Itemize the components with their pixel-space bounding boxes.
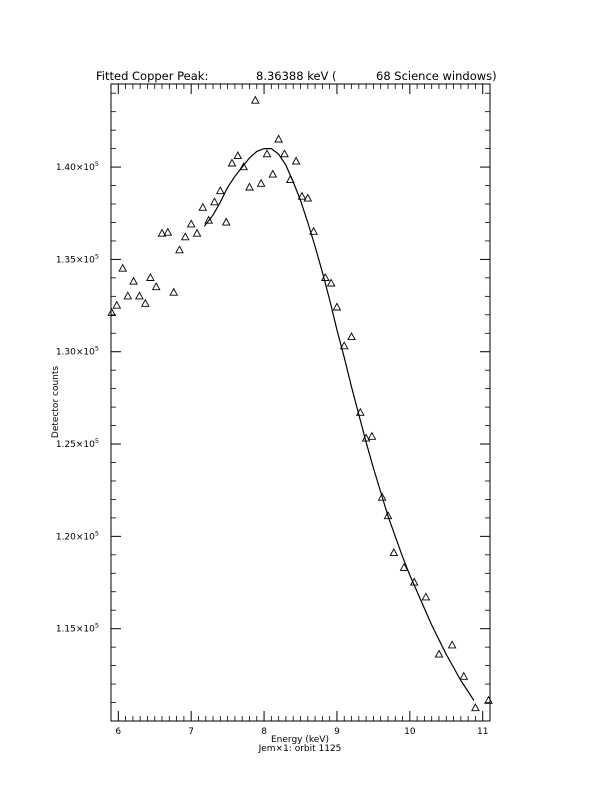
- y-tick-label: 1.40×105: [56, 160, 99, 173]
- data-point: [146, 272, 155, 281]
- x-tick-label: 9: [334, 727, 340, 737]
- data-point: [274, 134, 283, 143]
- data-point: [361, 433, 371, 442]
- data-point: [239, 162, 248, 171]
- data-point: [107, 308, 117, 317]
- data-point: [140, 298, 150, 307]
- data-point: [186, 219, 196, 228]
- x-tick-label: 8: [261, 727, 267, 737]
- data-point: [250, 95, 260, 104]
- fit-curve: [203, 148, 475, 702]
- data-point: [326, 278, 336, 287]
- data-point: [112, 300, 122, 309]
- chart-title-suffix: 68 Science windows): [376, 69, 497, 83]
- y-tick-labels: 1.15×1051.20×1051.25×1051.30×1051.35×105…: [56, 160, 99, 635]
- data-point: [367, 431, 377, 440]
- y-tick-label: 1.15×105: [56, 622, 99, 635]
- data-point: [169, 287, 179, 296]
- data-point: [151, 282, 161, 291]
- y-tick-exponent: 5: [95, 252, 99, 260]
- data-point: [434, 649, 444, 658]
- data-point: [399, 562, 409, 571]
- data-point: [192, 228, 202, 237]
- axis-ticks: [110, 84, 491, 721]
- data-point: [347, 332, 356, 341]
- y-tick-mantissa: 1.25×10: [56, 440, 95, 450]
- x-tick-label: 6: [115, 727, 121, 737]
- data-point: [256, 178, 266, 187]
- data-point: [198, 202, 208, 211]
- data-point: [409, 577, 419, 586]
- y-tick-exponent: 5: [95, 345, 99, 353]
- data-point: [447, 640, 457, 649]
- x-tick-labels: 6 7 8 9 10 11: [115, 727, 488, 737]
- x-tick-label: 11: [477, 727, 488, 737]
- data-point: [227, 158, 237, 167]
- data-point: [280, 149, 289, 158]
- data-points-layer: [107, 95, 493, 712]
- y-tick-label: 1.20×105: [56, 529, 99, 542]
- data-point: [245, 182, 254, 191]
- data-point: [221, 217, 231, 226]
- data-point: [210, 197, 219, 206]
- data-point: [285, 175, 295, 184]
- data-point: [309, 226, 318, 235]
- data-point: [175, 245, 184, 254]
- y-tick-exponent: 5: [95, 437, 99, 445]
- data-point: [332, 302, 342, 311]
- data-point: [355, 407, 365, 416]
- y-tick-mantissa: 1.20×10: [56, 532, 95, 542]
- y-tick-mantissa: 1.40×10: [56, 163, 95, 173]
- data-point: [339, 341, 349, 350]
- data-point: [262, 149, 272, 158]
- chart-subtitle: Jem×1: orbit 1125: [258, 744, 342, 754]
- data-point: [233, 151, 243, 160]
- y-tick-exponent: 5: [95, 622, 99, 630]
- data-point: [204, 215, 214, 224]
- fit-curve-layer: [203, 148, 475, 702]
- y-axis-label: Detector counts: [51, 366, 61, 438]
- data-point: [129, 276, 138, 285]
- data-point: [297, 191, 307, 200]
- data-point: [291, 156, 301, 165]
- data-point: [157, 228, 167, 237]
- data-point: [389, 548, 399, 557]
- data-point: [215, 186, 225, 195]
- y-tick-mantissa: 1.15×10: [56, 625, 95, 635]
- y-tick-mantissa: 1.35×10: [56, 255, 95, 265]
- x-axis-label: Energy (keV): [271, 735, 329, 745]
- data-point: [484, 695, 493, 704]
- plot-frame: [110, 83, 491, 722]
- data-point: [421, 592, 431, 601]
- data-point: [180, 232, 190, 241]
- y-tick-exponent: 5: [95, 529, 99, 537]
- data-point: [118, 263, 128, 272]
- data-point: [377, 492, 387, 501]
- data-point: [163, 227, 173, 236]
- data-point: [123, 291, 133, 300]
- data-point: [383, 511, 393, 520]
- chart-title-prefix: Fitted Copper Peak:: [96, 69, 208, 83]
- data-point: [303, 193, 313, 202]
- y-tick-label: 1.35×105: [56, 252, 99, 265]
- data-point: [135, 291, 144, 300]
- data-point: [471, 703, 480, 712]
- data-point: [459, 671, 469, 680]
- data-point: [268, 169, 278, 178]
- y-tick-label: 1.30×105: [56, 345, 99, 358]
- y-tick-mantissa: 1.30×10: [56, 348, 95, 358]
- chart-title-value: 8.36388 keV (: [256, 69, 337, 83]
- data-point: [320, 272, 330, 281]
- x-tick-label: 7: [188, 727, 194, 737]
- x-tick-label: 10: [404, 727, 416, 737]
- y-tick-label: 1.25×105: [56, 437, 99, 450]
- y-tick-exponent: 5: [95, 160, 99, 168]
